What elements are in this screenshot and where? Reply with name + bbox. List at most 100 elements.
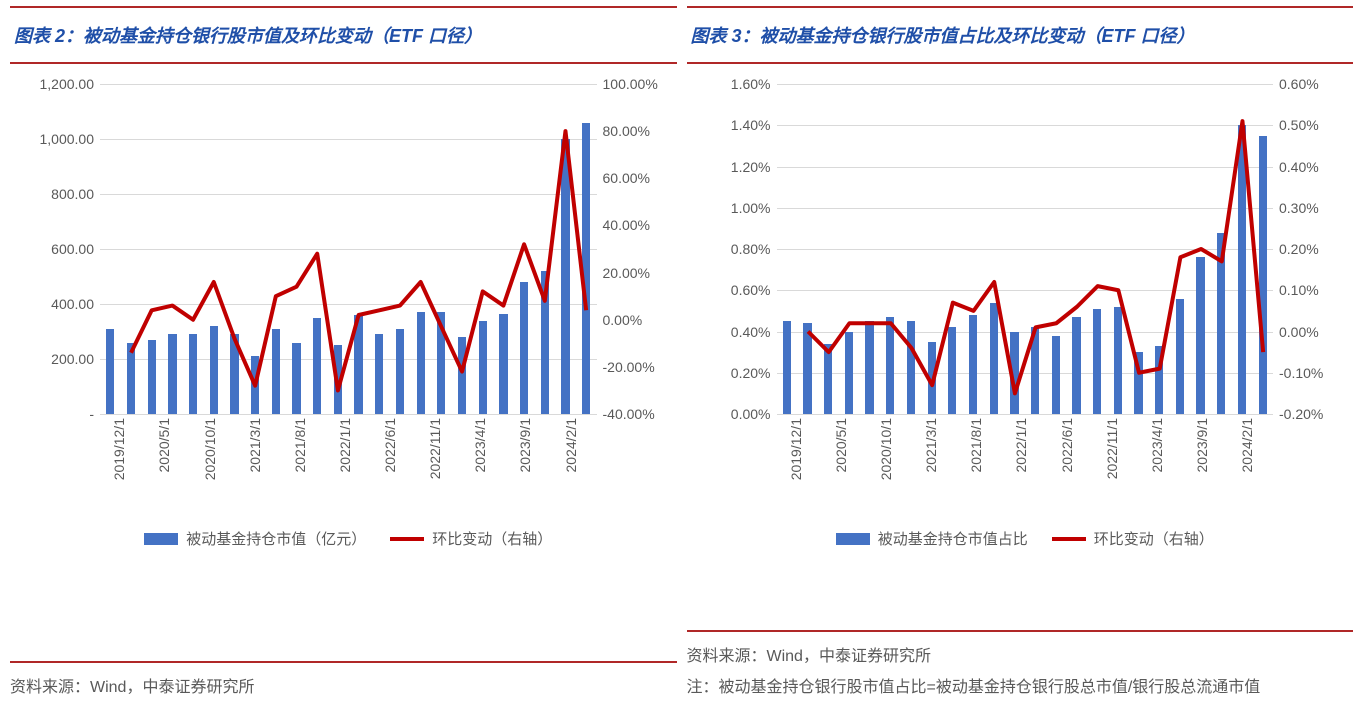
line-layer <box>777 84 1274 414</box>
x-label-slot <box>484 414 507 524</box>
chart-panel-right: 图表 3：被动基金持仓银行股市值占比及环比变动（ETF 口径） 0.00% 0.2… <box>687 6 1354 703</box>
x-label-slot <box>1250 414 1273 524</box>
legend-item-line: 环比变动（右轴） <box>390 528 552 549</box>
y-axis-right-label: -0.10% <box>1279 365 1349 381</box>
chart-area: 0.00% 0.20% 0.40% 0.60% 0.80% 1.00% 1.20% 1.40%… <box>687 64 1354 630</box>
y-axis-left-label: 200.00 <box>14 351 94 367</box>
x-label-slot <box>258 414 281 524</box>
x-label-slot <box>1115 414 1138 524</box>
x-label-slot: 2023/9/1 <box>506 414 529 524</box>
y-axis-right-label: 60.00% <box>603 170 673 186</box>
y-axis-left-label: 600.00 <box>14 241 94 257</box>
chart-area: -200.00400.00600.00800.001,000.001,200.0… <box>10 64 677 661</box>
x-label-slot: 2023/4/1 <box>461 414 484 524</box>
y-axis-right-label: 0.20% <box>1279 241 1349 257</box>
legend-item-line: 环比变动（右轴） <box>1052 528 1214 549</box>
y-axis-right-label: 0.50% <box>1279 117 1349 133</box>
x-label-slot <box>799 414 822 524</box>
y-axis-right-label: 0.00% <box>1279 324 1349 340</box>
x-label-slot <box>889 414 912 524</box>
legend-label: 被动基金持仓市值（亿元） <box>186 528 366 549</box>
x-label-slot <box>1070 414 1093 524</box>
series-line <box>808 121 1263 393</box>
x-label-slot <box>348 414 371 524</box>
y-axis-left-label: 0.00% <box>691 406 771 422</box>
x-label-slot <box>934 414 957 524</box>
legend-label: 被动基金持仓市值占比 <box>878 528 1028 549</box>
x-label-slot <box>1205 414 1228 524</box>
x-label-slot: 2024/2/1 <box>1228 414 1251 524</box>
y-axis-left-label: 1.20% <box>691 159 771 175</box>
y-axis-left-label: 0.80% <box>691 241 771 257</box>
x-label-slot <box>438 414 461 524</box>
x-label-slot: 2023/4/1 <box>1138 414 1161 524</box>
y-axis-right-label: -0.20% <box>1279 406 1349 422</box>
x-label-slot: 2021/3/1 <box>912 414 935 524</box>
y-axis-left-label: 400.00 <box>14 296 94 312</box>
x-axis-labels: 2019/12/1 2020/5/1 2020/10/1 2021/3/1 2021/8… <box>777 414 1274 524</box>
x-label-slot: 2023/9/1 <box>1183 414 1206 524</box>
y-axis-right-label: 0.30% <box>1279 200 1349 216</box>
y-axis-left-label: 1.00% <box>691 200 771 216</box>
x-label-slot <box>303 414 326 524</box>
x-label-slot <box>1025 414 1048 524</box>
x-label-slot: 2021/3/1 <box>235 414 258 524</box>
x-label-slot: 2021/8/1 <box>957 414 980 524</box>
x-label-slot: 2022/6/1 <box>371 414 394 524</box>
x-label-slot: 2020/10/1 <box>867 414 890 524</box>
legend-label: 环比变动（右轴） <box>1094 528 1214 549</box>
y-axis-right-label: 100.00% <box>603 76 673 92</box>
chart-title: 图表 2：被动基金持仓银行股市值及环比变动（ETF 口径） <box>10 6 677 64</box>
y-axis-left-label: 0.40% <box>691 324 771 340</box>
x-label-slot <box>529 414 552 524</box>
legend-swatch-line <box>1052 537 1086 541</box>
x-label-slot <box>123 414 146 524</box>
y-axis-right-label: 0.00% <box>603 312 673 328</box>
source-text: 资料来源：Wind，中泰证券研究所 <box>687 642 1354 672</box>
x-label-slot: 2022/6/1 <box>1047 414 1070 524</box>
legend-item-bars: 被动基金持仓市值占比 <box>836 528 1028 549</box>
chart-source: 资料来源：Wind，中泰证券研究所 注：被动基金持仓银行股市值占比=被动基金持仓… <box>687 630 1354 703</box>
legend-swatch-bar <box>144 533 178 545</box>
chart-source: 资料来源：Wind，中泰证券研究所 <box>10 661 677 703</box>
x-label-slot: 2019/12/1 <box>777 414 800 524</box>
x-label-slot <box>844 414 867 524</box>
x-label-slot: 2021/8/1 <box>281 414 304 524</box>
y-axis-left-label: 1.60% <box>691 76 771 92</box>
y-axis-right-label: 40.00% <box>603 217 673 233</box>
y-axis-left-label: 1,000.00 <box>14 131 94 147</box>
y-axis-right-label: 20.00% <box>603 265 673 281</box>
y-axis-left-label: 1.40% <box>691 117 771 133</box>
x-label-slot: 2022/1/1 <box>1002 414 1025 524</box>
x-label-slot <box>168 414 191 524</box>
x-label-slot: 2020/10/1 <box>190 414 213 524</box>
legend: 被动基金持仓市值（亿元） 环比变动（右轴） <box>100 524 597 559</box>
page: 图表 2：被动基金持仓银行股市值及环比变动（ETF 口径） -200.00400… <box>0 0 1363 709</box>
x-label-slot <box>393 414 416 524</box>
legend-swatch-bar <box>836 533 870 545</box>
y-axis-right-label: 0.60% <box>1279 76 1349 92</box>
y-axis-right-label: -20.00% <box>603 359 673 375</box>
y-axis-left-label: 0.60% <box>691 282 771 298</box>
y-axis-right-label: -40.00% <box>603 406 673 422</box>
y-axis-right-label: 0.10% <box>1279 282 1349 298</box>
y-axis-right-label: 0.40% <box>1279 159 1349 175</box>
legend: 被动基金持仓市值占比 环比变动（右轴） <box>777 524 1274 559</box>
x-label-slot: 2019/12/1 <box>100 414 123 524</box>
legend-label: 环比变动（右轴） <box>432 528 552 549</box>
x-label-slot <box>980 414 1003 524</box>
chart-title: 图表 3：被动基金持仓银行股市值占比及环比变动（ETF 口径） <box>687 6 1354 64</box>
x-label-slot: 2022/11/1 <box>416 414 439 524</box>
x-label-slot <box>1160 414 1183 524</box>
series-line <box>131 131 586 390</box>
chart-panel-left: 图表 2：被动基金持仓银行股市值及环比变动（ETF 口径） -200.00400… <box>10 6 677 703</box>
plot-region: -200.00400.00600.00800.001,000.001,200.0… <box>100 84 597 414</box>
y-axis-left-label: 1,200.00 <box>14 76 94 92</box>
legend-item-bars: 被动基金持仓市值（亿元） <box>144 528 366 549</box>
x-axis-labels: 2019/12/12020/5/12020/10/12021/3/12021/8… <box>100 414 597 524</box>
y-axis-left-label: 0.20% <box>691 365 771 381</box>
line-layer <box>100 84 597 414</box>
chart-note: 注：被动基金持仓银行股市值占比=被动基金持仓银行股总市值/银行股总流通市值 <box>687 673 1354 703</box>
x-label-slot: 2020/5/1 <box>822 414 845 524</box>
plot-region: 0.00%0.20%0.40%0.60%0.80%1.00%1.20%1.40%… <box>777 84 1274 414</box>
